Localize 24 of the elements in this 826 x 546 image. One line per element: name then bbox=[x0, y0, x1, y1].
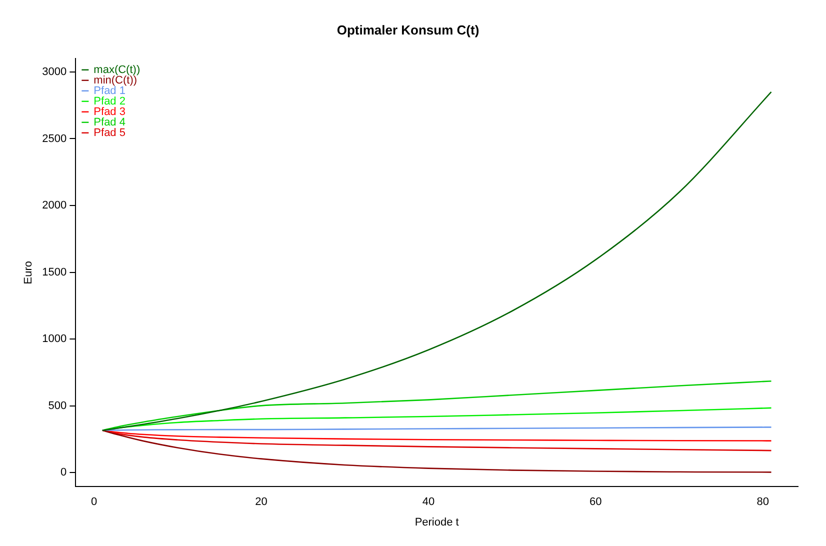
y-tick-label: 0 bbox=[60, 466, 67, 479]
legend-label: max(C(t)) bbox=[94, 64, 140, 76]
y-axis-title: Euro bbox=[22, 260, 35, 284]
y-tick-label: 1000 bbox=[42, 333, 67, 346]
x-tick-label: 0 bbox=[91, 496, 98, 508]
legend-label: Pfad 1 bbox=[94, 84, 126, 97]
legend-label: min(C(t)) bbox=[94, 74, 138, 86]
x-tick-label: 60 bbox=[590, 496, 602, 508]
x-tick-label: 20 bbox=[255, 496, 268, 508]
legend-label: Pfad 2 bbox=[94, 95, 126, 108]
y-tick-label: 2500 bbox=[42, 132, 67, 145]
x-tick-label: 80 bbox=[756, 496, 770, 508]
y-tick-label: 3000 bbox=[42, 66, 67, 78]
y-tick-label: 1500 bbox=[42, 266, 67, 278]
x-axis-title: Periode t bbox=[414, 516, 459, 528]
y-tick-label: 2000 bbox=[42, 200, 67, 212]
line-series bbox=[102, 380, 772, 432]
legend-label: Pfad 4 bbox=[94, 116, 126, 128]
legend-label: Pfad 3 bbox=[94, 106, 126, 118]
y-tick-label: 500 bbox=[48, 400, 67, 412]
legend-label: Pfad 5 bbox=[94, 126, 126, 139]
x-tick-label: 40 bbox=[422, 496, 435, 508]
line-series bbox=[102, 430, 772, 473]
chart-title: Optimaler Konsum C(t) bbox=[336, 22, 480, 38]
